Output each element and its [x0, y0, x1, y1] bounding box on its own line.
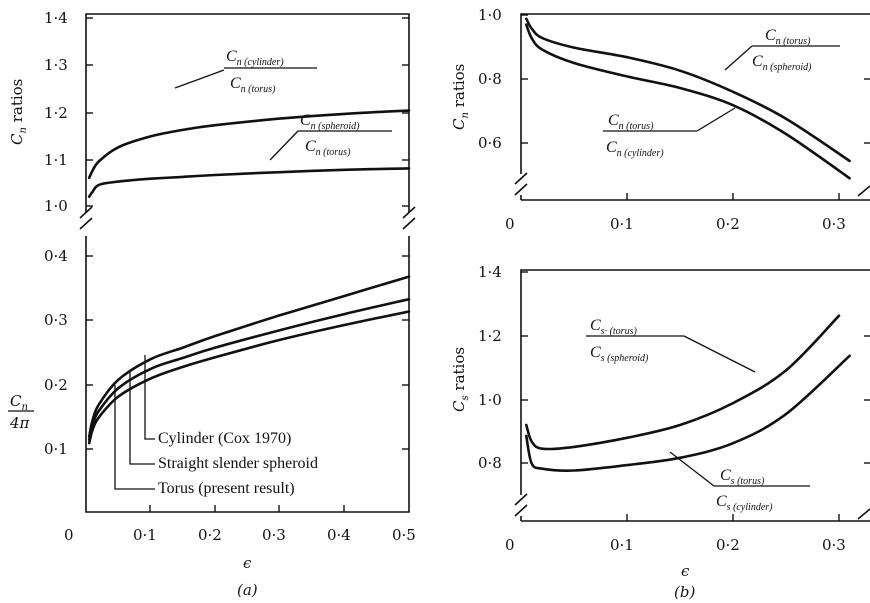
panel-a-lower-ylabel: Cn 4π [8, 392, 34, 432]
panel-a-upper-ylabel: Cn ratios [8, 79, 29, 145]
panel-a-lower-ytick-0.3: 0·3 [44, 311, 68, 329]
panel-b-lower-ylabel: Cs ratios [450, 347, 471, 412]
panel-b-lower-xtick-0.1: 0·1 [610, 536, 634, 554]
panel-b-lower-ytick-1.0: 1·0 [478, 391, 502, 409]
panel-b-upper-ylabel: Cn ratios [450, 64, 471, 130]
panel-a-upper-ytick-1.1: 1·1 [44, 151, 68, 169]
series-line-a-lower-2 [87, 297, 411, 442]
panel-b-upper-break [514, 172, 528, 196]
panel-a-xtick-0.2: 0·2 [198, 526, 222, 544]
svg-text:4π: 4π [9, 414, 31, 432]
panel-b-lower-fraction-spheroid: Cs· (torus) Cs (spheroid) [586, 317, 756, 373]
panel-b-upper-xtick-0.3: 0·3 [822, 215, 846, 233]
svg-text:Cs· (torus): Cs· (torus) [590, 317, 637, 337]
panel-b-lower-frame [520, 269, 870, 522]
series-line-b-upper-2 [525, 23, 851, 180]
svg-text:Cn (spheroid): Cn (spheroid) [300, 112, 360, 132]
panel-b-upper-ytick-1.0: 1·0 [478, 6, 502, 24]
panel-a-xtick-0.5: 0·5 [392, 526, 416, 544]
panel-b-lower-fraction-cylinder: Cs (torus) Cs (cylinder) [669, 451, 810, 513]
panel-b-lower-ytick-1.2: 1·2 [478, 327, 502, 345]
panel-b: 0·6 0·8 1·0 Cn ratios 0 0·1 0·2 0·3 0·8 … [450, 6, 870, 601]
panel-b-upper-fraction-spheroid: Cn (torus) Cn (spheroid) [724, 27, 840, 73]
svg-text:Cs (spheroid): Cs (spheroid) [590, 344, 649, 364]
svg-text:Cn (spheroid): Cn (spheroid) [752, 53, 812, 73]
panel-a-break-connector [85, 208, 410, 240]
panel-a-lower-ytick-0.2: 0·2 [44, 376, 68, 394]
panel-a-lower-ytick-0.4: 0·4 [44, 247, 68, 265]
panel-b-right-edge-marks [857, 185, 870, 520]
svg-text:Cn (cylinder): Cn (cylinder) [226, 48, 284, 68]
svg-text:Cn: Cn [10, 392, 28, 413]
panel-a-legend-spheroid: Straight slender spheroid [158, 455, 318, 472]
svg-text:Cn (torus): Cn (torus) [230, 75, 276, 95]
panel-b-xlabel: ϵ [681, 562, 690, 580]
panel-b-lower-xtick-0.2: 0·2 [716, 536, 740, 554]
panel-b-upper-xticks [626, 193, 840, 200]
panel-b-lower-break [514, 493, 528, 517]
panel-b-upper-xtick-0.2: 0·2 [716, 215, 740, 233]
panel-a-lower-ytick-0.1: 0·1 [44, 440, 68, 458]
series-line-a-upper-1 [87, 109, 411, 180]
panel-b-lower-ytick-0.8: 0·8 [478, 454, 502, 472]
series-line-a-lower-1 [87, 275, 411, 438]
panel-b-lower-xtick-0.3: 0·3 [822, 536, 846, 554]
panel-b-lower-ytick-1.4: 1·4 [478, 263, 502, 281]
panel-a-legend-torus: Torus (present result) [158, 480, 295, 497]
panel-a-break-right [402, 206, 416, 230]
panel-b-upper-frame [520, 13, 870, 201]
panel-a-upper-ytick-1.4: 1·4 [44, 9, 68, 27]
svg-text:Cn (torus): Cn (torus) [608, 112, 654, 132]
panel-b-upper-xtick-0: 0 [505, 215, 515, 233]
panel-b-caption: (b) [674, 583, 695, 601]
panel-b-lower-xtick-0: 0 [505, 536, 515, 554]
panel-a-xticks [149, 505, 345, 512]
panel-a-upper-ytick-1.2: 1·2 [44, 104, 68, 122]
panel-a-lower-yticks [86, 255, 409, 450]
panel-b-upper-curves [525, 17, 851, 180]
svg-text:Cn (cylinder): Cn (cylinder) [606, 139, 664, 159]
series-line-b-lower-2 [525, 354, 851, 472]
panel-a-break-left [79, 206, 93, 230]
series-line-a-upper-2 [87, 167, 411, 198]
panel-a-xtick-0.3: 0·3 [262, 526, 286, 544]
svg-text:Cs (cylinder): Cs (cylinder) [716, 493, 773, 513]
panel-b-upper-yticks [521, 14, 870, 144]
panel-a-upper-ytick-1.3: 1·3 [44, 56, 68, 74]
svg-text:Cn (torus): Cn (torus) [305, 138, 351, 158]
panel-a-leader-torus [114, 385, 155, 490]
svg-text:Cs (torus): Cs (torus) [720, 467, 765, 487]
panel-a-lower-curves [87, 275, 411, 445]
panel-b-lower-yticks [521, 271, 870, 464]
panel-b-upper-fraction-cylinder: Cn (torus) Cn (cylinder) [603, 107, 736, 159]
series-line-b-lower-1 [525, 314, 841, 451]
panel-b-lower-curves [525, 314, 851, 472]
panel-b-upper-ytick-0.8: 0·8 [478, 70, 502, 88]
panel-a-xtick-0.4: 0·4 [327, 526, 351, 544]
panel-a-xlabel: ϵ [243, 554, 252, 572]
series-line-a-lower-3 [87, 310, 411, 445]
panel-a-xtick-0: 0 [64, 526, 74, 544]
panel-a-upper-fraction-spheroid: Cn (spheroid) Cn (torus) [269, 112, 392, 161]
panel-a-upper-yticks [86, 17, 409, 207]
panel-b-upper-ytick-0.6: 0·6 [478, 134, 502, 152]
panel-a-lower-frame [85, 240, 410, 513]
panel-a-upper-fraction-cylinder: Cn (cylinder) Cn (torus) [174, 48, 317, 95]
svg-text:Cn (torus): Cn (torus) [765, 27, 811, 47]
panel-a-upper-curves [87, 109, 411, 198]
panel-a-xtick-0.1: 0·1 [133, 526, 157, 544]
panel-a-caption: (a) [237, 581, 258, 599]
panel-a-upper-ytick-1.0: 1·0 [44, 197, 68, 215]
panel-a-leader-cylinder [144, 355, 155, 440]
panel-b-upper-xtick-0.1: 0·1 [610, 215, 634, 233]
panel-a-legend-cylinder: Cylinder (Cox 1970) [158, 430, 291, 447]
panel-a: 1·0 1·1 1·2 1·3 1·4 Cn ratios 0·1 0·2 0·… [8, 9, 416, 599]
panel-a-leader-spheroid [129, 370, 155, 465]
panel-b-lower-xticks [626, 514, 840, 521]
series-line-b-upper-1 [525, 17, 851, 163]
